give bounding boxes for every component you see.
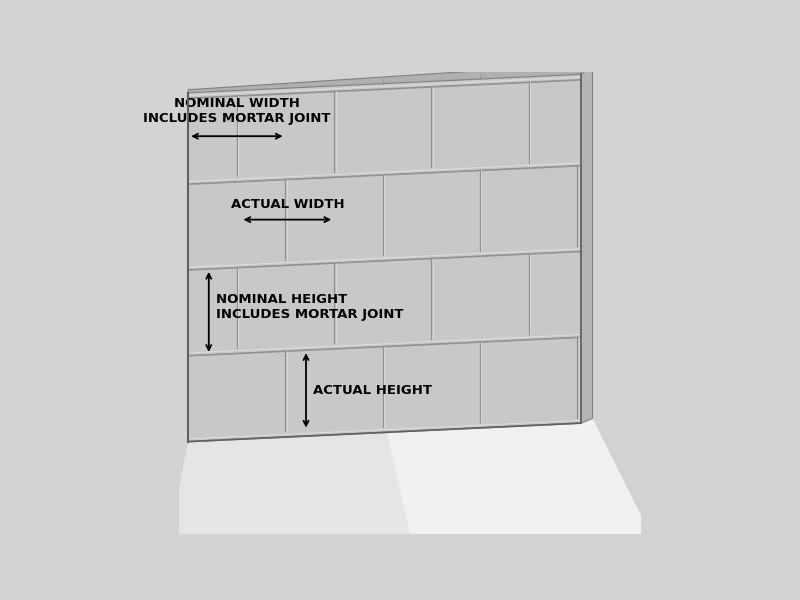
Polygon shape bbox=[188, 74, 581, 442]
Text: NOMINAL HEIGHT
INCLUDES MORTAR JOINT: NOMINAL HEIGHT INCLUDES MORTAR JOINT bbox=[216, 293, 403, 321]
Text: ACTUAL HEIGHT: ACTUAL HEIGHT bbox=[313, 384, 432, 397]
Polygon shape bbox=[581, 66, 593, 423]
Text: ACTUAL WIDTH: ACTUAL WIDTH bbox=[230, 199, 344, 211]
Text: NOMINAL WIDTH
INCLUDES MORTAR JOINT: NOMINAL WIDTH INCLUDES MORTAR JOINT bbox=[143, 97, 330, 125]
Polygon shape bbox=[387, 419, 650, 534]
Polygon shape bbox=[170, 419, 650, 534]
Polygon shape bbox=[188, 64, 581, 93]
